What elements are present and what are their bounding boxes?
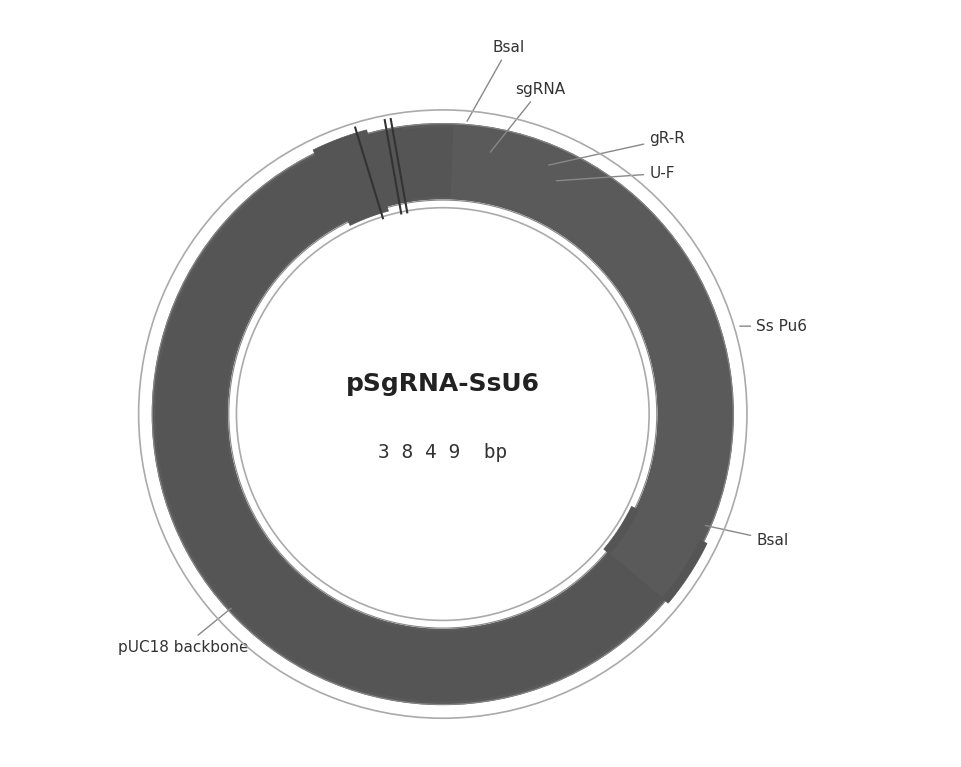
Text: sgRNA: sgRNA [490,82,565,152]
Circle shape [229,200,656,628]
Text: U-F: U-F [555,166,674,181]
Text: BsaI: BsaI [704,525,788,548]
Polygon shape [310,128,412,217]
Text: Ss Pu6: Ss Pu6 [739,318,806,334]
Circle shape [152,123,732,704]
Polygon shape [156,127,706,700]
Text: pUC18 backbone: pUC18 backbone [118,584,260,655]
Text: gR-R: gR-R [548,131,684,165]
Text: BsaI: BsaI [467,40,525,121]
Text: 3 8 4 9  bp: 3 8 4 9 bp [378,443,506,462]
Polygon shape [156,130,388,502]
Text: pSgRNA-SsU6: pSgRNA-SsU6 [345,371,539,396]
